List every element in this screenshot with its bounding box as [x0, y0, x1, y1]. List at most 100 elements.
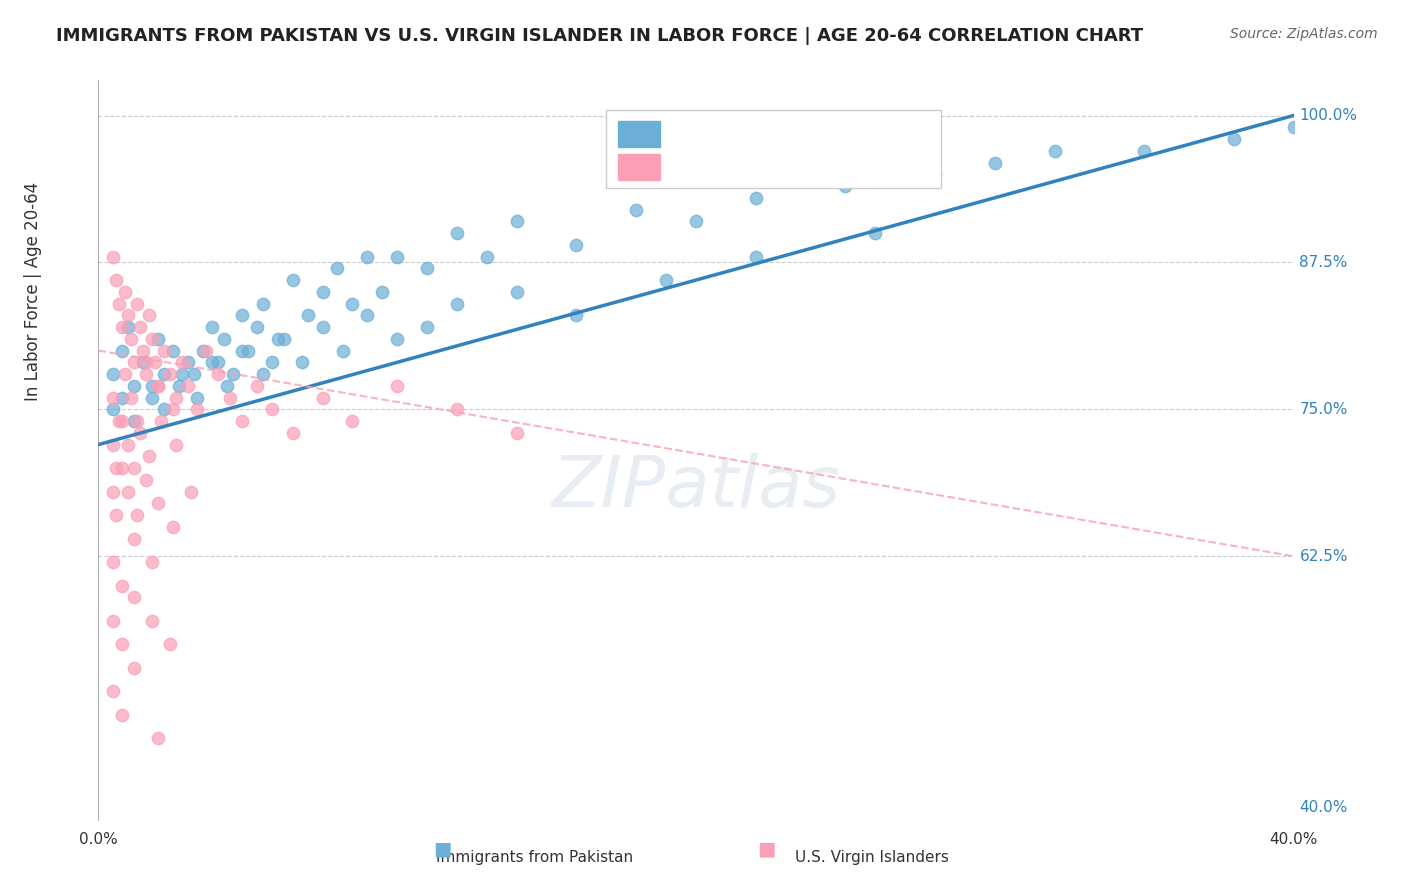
Text: R = -0.067   N = 74: R = -0.067 N = 74 — [672, 159, 849, 177]
Point — [1282, 120, 1305, 135]
Point — [212, 332, 235, 346]
Point — [655, 273, 678, 287]
Point — [159, 367, 181, 381]
Point — [124, 461, 146, 475]
Point — [311, 320, 333, 334]
Point — [446, 402, 468, 417]
Point — [1043, 144, 1066, 158]
Point — [120, 391, 142, 405]
Point — [103, 250, 125, 264]
Point — [105, 508, 128, 522]
Point — [124, 414, 146, 428]
Point — [332, 343, 354, 358]
Point — [506, 285, 529, 299]
Point — [311, 391, 333, 405]
Point — [191, 343, 214, 358]
Point — [1343, 109, 1365, 123]
Point — [685, 214, 707, 228]
Point — [111, 461, 134, 475]
Point — [150, 414, 173, 428]
Point — [626, 202, 648, 217]
Point — [127, 296, 149, 310]
Point — [127, 414, 149, 428]
Point — [326, 261, 349, 276]
Point — [745, 250, 768, 264]
Point — [311, 285, 333, 299]
Point — [111, 320, 134, 334]
Point — [506, 214, 529, 228]
Point — [129, 425, 152, 440]
Point — [117, 308, 139, 322]
Point — [105, 461, 128, 475]
Point — [260, 402, 283, 417]
Point — [138, 450, 160, 464]
Point — [565, 308, 588, 322]
Point — [108, 296, 131, 310]
Point — [124, 355, 146, 369]
Point — [195, 343, 218, 358]
Text: 0.0%: 0.0% — [79, 832, 118, 847]
Point — [148, 731, 170, 746]
Point — [114, 367, 136, 381]
FancyBboxPatch shape — [619, 154, 661, 180]
Point — [141, 555, 163, 569]
Point — [132, 343, 155, 358]
Point — [183, 367, 205, 381]
Point — [167, 379, 190, 393]
Point — [103, 402, 125, 417]
FancyBboxPatch shape — [606, 110, 941, 187]
Point — [186, 391, 208, 405]
Point — [141, 614, 163, 628]
Text: In Labor Force | Age 20-64: In Labor Force | Age 20-64 — [24, 182, 42, 401]
Point — [103, 367, 125, 381]
Text: R =  0.580    N = 73: R = 0.580 N = 73 — [672, 125, 853, 143]
Text: ZIPatlas: ZIPatlas — [551, 453, 841, 522]
Point — [371, 285, 394, 299]
Point — [135, 355, 157, 369]
Point — [124, 379, 146, 393]
Point — [153, 367, 176, 381]
Point — [124, 532, 146, 546]
Point — [103, 555, 125, 569]
Point — [834, 179, 856, 194]
Point — [114, 285, 136, 299]
Point — [135, 473, 157, 487]
Point — [148, 379, 170, 393]
Point — [111, 637, 134, 651]
Point — [281, 273, 304, 287]
Point — [291, 355, 314, 369]
Point — [162, 520, 184, 534]
Point — [141, 379, 163, 393]
Point — [141, 332, 163, 346]
Point — [180, 484, 202, 499]
Point — [111, 579, 134, 593]
Point — [143, 355, 166, 369]
Point — [356, 250, 378, 264]
Point — [246, 320, 269, 334]
Point — [342, 414, 364, 428]
Point — [148, 379, 170, 393]
Point — [159, 637, 181, 651]
Point — [117, 320, 139, 334]
Point — [111, 391, 134, 405]
Point — [745, 191, 768, 205]
Point — [132, 355, 155, 369]
Point — [124, 661, 146, 675]
Text: 75.0%: 75.0% — [1299, 401, 1348, 417]
Point — [231, 414, 253, 428]
Point — [231, 308, 253, 322]
Point — [165, 391, 187, 405]
Point — [103, 437, 125, 451]
Point — [416, 261, 439, 276]
Point — [162, 343, 184, 358]
Point — [207, 355, 229, 369]
Point — [141, 391, 163, 405]
Point — [103, 484, 125, 499]
Point — [924, 167, 946, 181]
Point — [111, 707, 134, 722]
FancyBboxPatch shape — [619, 121, 661, 147]
Point — [385, 332, 409, 346]
Point — [177, 355, 200, 369]
Point — [356, 308, 378, 322]
Text: 100.0%: 100.0% — [1299, 108, 1358, 123]
